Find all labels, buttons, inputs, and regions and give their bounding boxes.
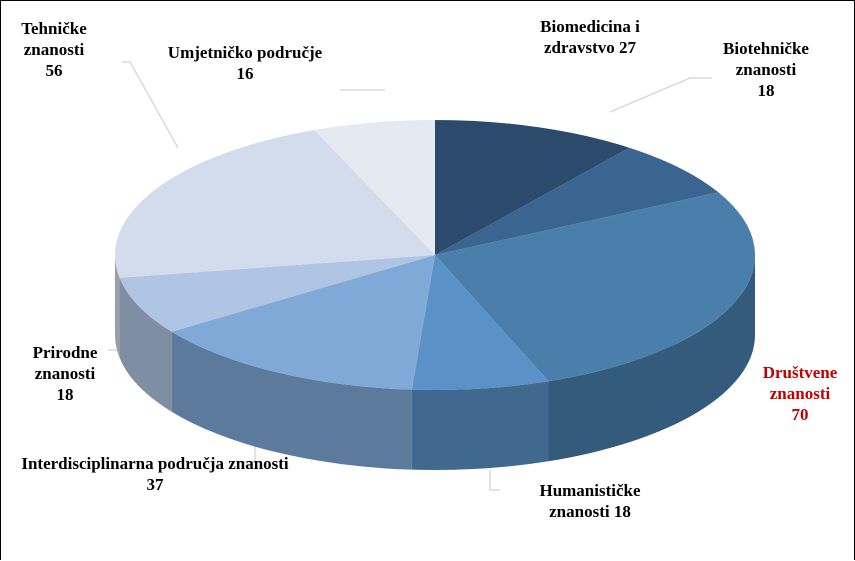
value-label: 18 [757,81,775,100]
data-label: Biomedicina i zdravstvo 27 [518,16,663,58]
slice [435,147,719,255]
value-label: 18 [56,385,74,404]
slice-side [411,381,549,470]
slice [171,255,436,390]
category-name: Umjetničko područje [167,43,323,62]
leader-line [489,470,500,491]
slice-side [548,255,755,462]
data-label: Humanističke znanosti 18 [510,480,670,522]
data-label: Interdisciplinarna područja znanosti 37 [15,453,295,495]
value-label: 37 [146,475,164,494]
slice [314,120,435,255]
category-name: Društvene znanosti [762,363,838,403]
value-label: 18 [613,502,631,521]
leader-line [122,61,179,149]
value-label: 56 [45,61,63,80]
value-label: 27 [619,38,637,57]
slice-side [171,331,412,470]
leader-line [609,77,712,113]
category-name: Humanističke znanosti [539,481,641,521]
value-label: 16 [236,64,254,83]
slice [435,192,755,382]
data-label: Društvene znanosti 70 [745,362,855,425]
data-label: Prirodne znanosti 18 [10,342,120,405]
category-name: Interdisciplinarna područja znanosti [21,454,289,473]
slice [119,255,435,332]
value-label: 70 [791,405,809,424]
category-name: Tehničke znanosti [21,19,87,59]
slice-side [119,277,172,412]
slice [115,129,435,278]
slice [411,255,549,391]
data-label: Biotehničke znanosti 18 [711,38,821,101]
category-name: Biomedicina i zdravstvo [540,17,640,57]
leader-line [240,445,256,463]
data-label: Tehničke znanosti 56 [7,18,102,81]
data-label: Umjetničko područje 16 [130,42,360,84]
category-name: Biotehničke znanosti [723,39,809,79]
slice [435,120,630,255]
category-name: Prirodne znanosti [32,343,98,383]
slice-side [115,255,120,358]
